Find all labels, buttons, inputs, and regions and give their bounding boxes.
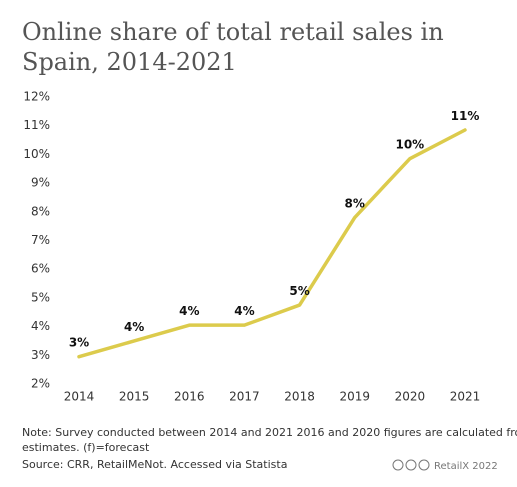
x-tick-label: 2018 <box>284 390 315 404</box>
y-tick-label: 6% <box>31 262 50 276</box>
x-tick-label: 2015 <box>119 390 150 404</box>
data-label: 11% <box>451 109 480 123</box>
data-label: 3% <box>69 336 89 350</box>
x-tick-label: 2017 <box>229 390 260 404</box>
y-tick-label: 4% <box>31 319 50 333</box>
x-tick-label: 2014 <box>64 390 95 404</box>
note: estimates. (f)=forecast <box>22 441 150 454</box>
y-tick-label: 5% <box>31 290 50 304</box>
y-tick-label: 8% <box>31 204 50 218</box>
x-tick-label: 2016 <box>174 390 205 404</box>
y-tick-label: 12% <box>23 90 50 104</box>
y-tick-label: 11% <box>23 118 50 132</box>
data-label: 4% <box>234 304 254 318</box>
line <box>77 128 467 359</box>
data-label: 10% <box>395 138 424 152</box>
y-tick-label: 7% <box>31 233 50 247</box>
data-label: 5% <box>289 284 309 298</box>
note: Note: Survey conducted between 2014 and … <box>22 426 517 439</box>
y-tick-label: 9% <box>31 176 50 190</box>
source: Source: CRR, RetailMeNot. Accessed via S… <box>22 458 287 471</box>
x-tick-label: 2019 <box>339 390 370 404</box>
cc-icons <box>392 459 430 471</box>
y-tick-label: 3% <box>31 348 50 362</box>
chart-title: Spain, 2014-2021 <box>22 48 237 76</box>
x-tick-label: 2020 <box>395 390 426 404</box>
y-tick-label: 10% <box>23 147 50 161</box>
data-label: 4% <box>124 320 144 334</box>
brand: RetailX 2022 <box>434 461 498 472</box>
y-tick-label: 2% <box>31 377 50 391</box>
data-label: 8% <box>345 197 365 211</box>
chart-title: Online share of total retail sales in <box>22 18 444 46</box>
x-tick-label: 2021 <box>450 390 481 404</box>
data-label: 4% <box>179 304 199 318</box>
